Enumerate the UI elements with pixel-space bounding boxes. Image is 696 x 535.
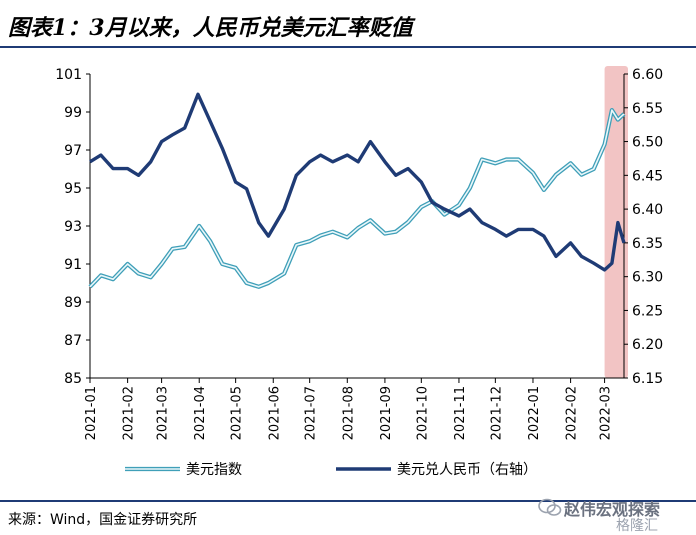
x-tick-label: 2021-09 — [379, 386, 394, 440]
wechat-icon — [538, 498, 562, 516]
watermark: 赵伟宏观探索 格隆汇 — [538, 496, 694, 534]
left-tick-label: 93 — [64, 219, 82, 235]
x-tick-label: 2021-01 — [84, 386, 99, 440]
x-tick-label: 2021-07 — [304, 386, 319, 440]
x-tick-label: 2021-03 — [156, 386, 171, 440]
right-tick-label: 6.35 — [632, 236, 663, 252]
top-rule — [0, 46, 696, 48]
left-tick-label: 97 — [64, 143, 82, 159]
left-tick-label: 99 — [64, 105, 82, 121]
right-tick-label: 6.30 — [632, 270, 663, 286]
x-tick-label: 2022-02 — [565, 386, 580, 440]
x-tick-label: 2021-04 — [193, 386, 208, 440]
right-tick-label: 6.55 — [632, 101, 663, 117]
left-tick-label: 85 — [64, 371, 82, 387]
x-tick-label: 2021-12 — [489, 386, 504, 440]
watermark-sub: 格隆汇 — [616, 518, 658, 534]
left-tick-label: 95 — [64, 181, 82, 197]
line-chart: 85 87 89 91 93 95 97 99 101 6.15 6.20 6.25 6.30 6.35 6… — [55, 66, 663, 478]
left-tick-label: 91 — [64, 257, 82, 273]
right-tick-label: 6.25 — [632, 303, 663, 319]
highlight-band — [604, 66, 628, 378]
right-tick-label: 6.45 — [632, 168, 663, 184]
x-tick-label: 2021-02 — [122, 386, 137, 440]
page-title: 图表1：3月以来，人民币兑美元汇率贬值 — [8, 15, 413, 41]
bottom-rule — [0, 500, 696, 502]
series-line-0 — [89, 109, 625, 288]
title-bar: 图表1：3月以来，人民币兑美元汇率贬值 — [0, 0, 696, 48]
watermark-text: 赵伟宏观探索 — [564, 500, 661, 519]
legend-label-1: 美元兑人民币（右轴） — [397, 462, 537, 478]
x-tick-label: 2022-03 — [599, 386, 614, 440]
x-tick-label: 2021-08 — [341, 386, 356, 440]
right-tick-label: 6.20 — [632, 337, 663, 353]
right-tick-label: 6.60 — [632, 67, 663, 83]
right-tick-label: 6.50 — [632, 135, 663, 151]
left-tick-label: 89 — [64, 295, 82, 311]
legend-label-0: 美元指数 — [186, 462, 242, 478]
x-tick-label: 2021-11 — [453, 386, 468, 440]
x-tick-label: 2021-06 — [267, 386, 282, 440]
right-tick-label: 6.15 — [632, 371, 663, 387]
source-note: 来源：Wind，国金证券研究所 — [8, 512, 198, 528]
left-tick-label: 87 — [64, 333, 82, 349]
x-tick-label: 2022-01 — [527, 386, 542, 440]
right-tick-label: 6.40 — [632, 202, 663, 218]
series-line-1 — [89, 92, 626, 272]
x-tick-label: 2021-10 — [415, 386, 430, 440]
left-tick-label: 101 — [55, 67, 82, 83]
x-tick-label: 2021-05 — [230, 386, 245, 440]
